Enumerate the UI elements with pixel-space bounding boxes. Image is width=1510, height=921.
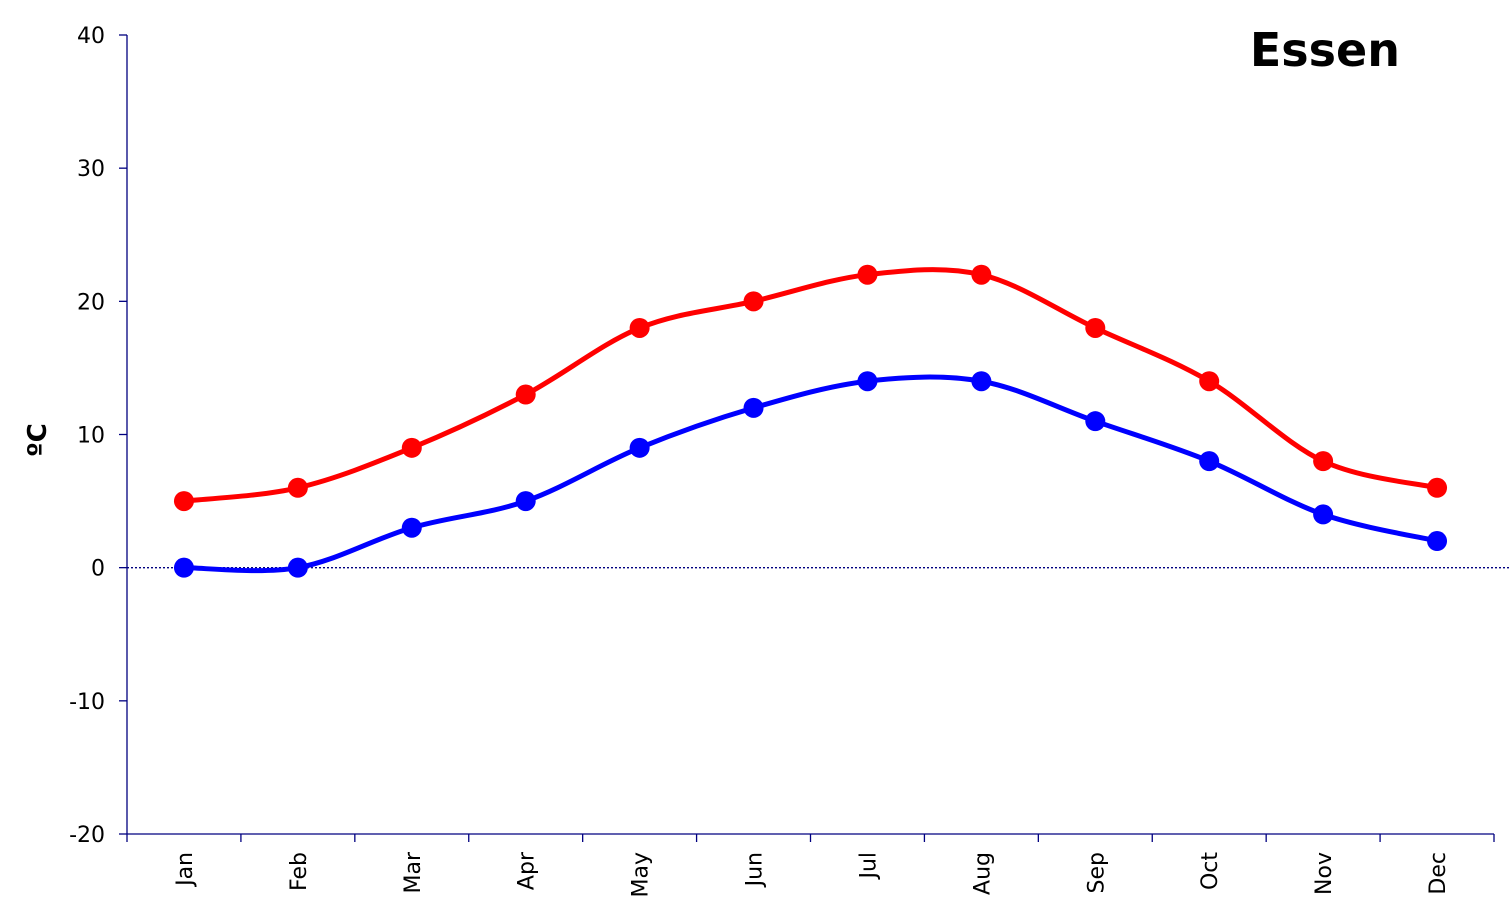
series-0-point (1313, 451, 1334, 472)
series-0-point (515, 384, 536, 405)
series-1-point (1085, 411, 1106, 432)
series-0-point (173, 491, 194, 512)
x-tick-label: Feb (287, 852, 312, 891)
series-1-point (1427, 531, 1448, 552)
y-tick-label: 20 (77, 290, 105, 315)
series-0-point (857, 264, 878, 285)
series-0-point (629, 317, 650, 338)
series-1-point (515, 491, 536, 512)
y-tick-label: -10 (69, 690, 105, 715)
axes: 40 30 20 10 0 -10 -20 Jan Feb Mar Apr May Jun Jul Aug S… (69, 24, 1510, 897)
chart-title: Essen (1250, 23, 1400, 77)
series-1-point (1313, 504, 1334, 525)
y-axis-label: ºC (23, 423, 53, 457)
x-tick-label: Jul (856, 852, 881, 881)
series-0-point (287, 477, 308, 498)
y-tick-label: 0 (91, 557, 105, 582)
y-tick-label: -20 (69, 823, 105, 848)
series-0-point (401, 437, 422, 458)
x-tick-label: Dec (1426, 852, 1451, 895)
y-tick-label: 30 (77, 157, 105, 182)
series-1-point (857, 371, 878, 392)
series-1-point (629, 437, 650, 458)
y-tick-label: 40 (77, 24, 105, 49)
series-0-point (1085, 317, 1106, 338)
series-layer (173, 264, 1448, 578)
x-tick-label: Aug (970, 852, 995, 895)
x-tick-label: Jun (743, 852, 768, 888)
x-tick-label: Oct (1198, 852, 1223, 890)
series-0-point (1427, 477, 1448, 498)
x-tick-label: Nov (1312, 852, 1337, 895)
x-tick-label: Apr (515, 851, 540, 890)
series-0-point (743, 291, 764, 312)
x-tick-label: May (629, 852, 654, 897)
series-1-point (401, 517, 422, 538)
x-tick-label: Jan (173, 852, 198, 888)
x-tick-label: Mar (401, 851, 426, 893)
series-1-point (173, 557, 194, 578)
series-0-point (971, 264, 992, 285)
series-1-line (183, 374, 1438, 574)
series-1-point (287, 557, 308, 578)
series-1-point (971, 371, 992, 392)
x-tick-label: Sep (1084, 852, 1109, 893)
series-0-point (1199, 371, 1220, 392)
series-0-line (183, 267, 1438, 504)
series-1-point (1199, 451, 1220, 472)
y-tick-label: 10 (77, 424, 105, 449)
series-1-point (743, 397, 764, 418)
